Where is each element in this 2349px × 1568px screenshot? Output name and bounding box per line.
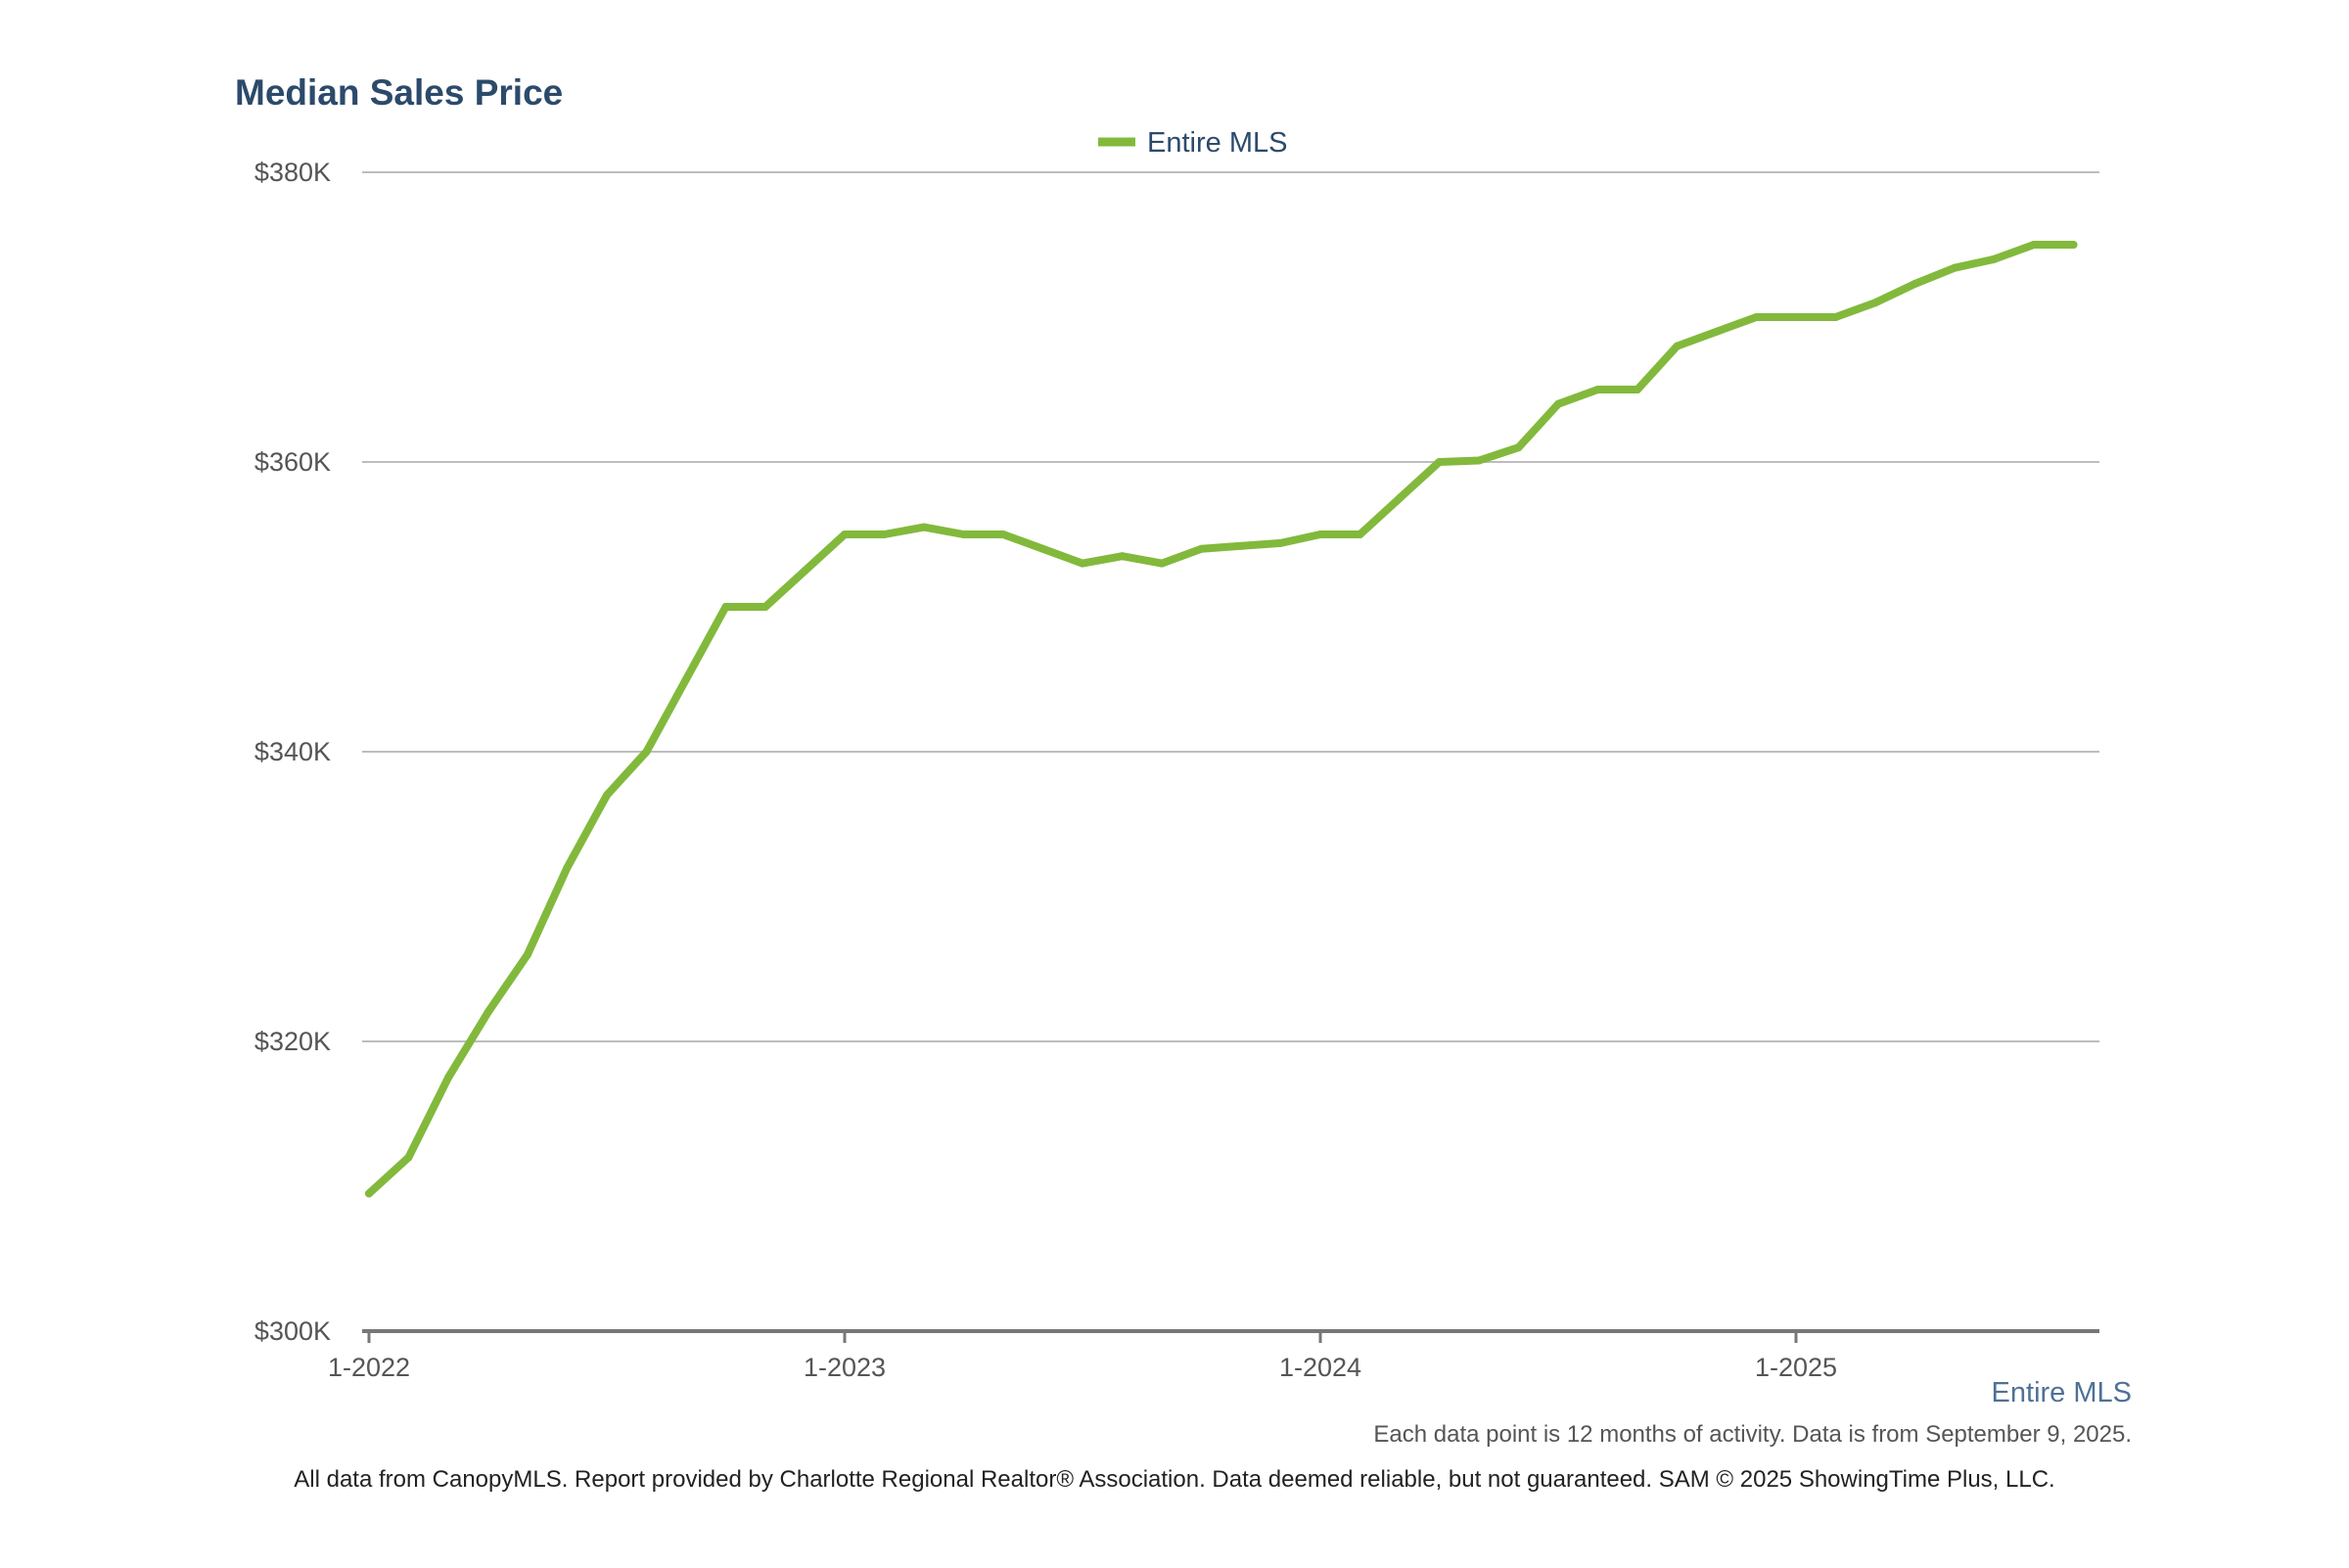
data-point: [1038, 544, 1047, 553]
data-point: [1514, 443, 1523, 452]
data-point: [2069, 241, 2078, 249]
data-point: [1396, 494, 1404, 502]
footer-note: Each data point is 12 months of activity…: [1373, 1421, 2132, 1448]
data-point: [1951, 263, 1958, 272]
x-tick-label: 1-2022: [328, 1353, 410, 1382]
data-point: [1079, 559, 1086, 568]
data-point: [1118, 552, 1127, 561]
footer-series-name: Entire MLS: [1991, 1377, 2132, 1408]
data-point: [959, 530, 968, 538]
data-point: [1990, 254, 1999, 263]
data-point: [1158, 559, 1166, 568]
data-point: [603, 791, 611, 800]
data-point: [404, 1153, 413, 1162]
y-tick-label: $360K: [254, 447, 331, 477]
data-point: [880, 530, 889, 538]
data-point: [999, 530, 1007, 538]
data-point: [365, 1189, 373, 1198]
data-point: [682, 675, 690, 683]
data-point: [444, 1074, 452, 1082]
data-point: [1713, 327, 1721, 336]
data-point: [801, 567, 809, 575]
data-point: [1792, 313, 1800, 321]
data-point: [721, 603, 730, 611]
data-point: [1871, 299, 1879, 307]
data-point: [841, 530, 849, 538]
data-point: [1752, 313, 1761, 321]
data-point: [1316, 530, 1324, 538]
x-tick-label: 1-2023: [804, 1353, 886, 1382]
x-tick-label: 1-2025: [1755, 1353, 1837, 1382]
y-tick-label: $300K: [254, 1316, 331, 1346]
data-point: [1911, 279, 1919, 288]
data-point: [642, 748, 651, 756]
chart-title: Median Sales Price: [235, 72, 564, 113]
data-point: [1276, 538, 1285, 547]
data-point: [1554, 399, 1562, 408]
legend-label: Entire MLS: [1147, 127, 1287, 159]
y-tick-label: $320K: [254, 1027, 331, 1056]
data-point: [484, 1008, 492, 1017]
data-point: [1197, 544, 1206, 553]
data-point: [2030, 241, 2038, 249]
data-point: [1475, 456, 1483, 465]
data-point: [563, 863, 572, 872]
series-line: [365, 241, 2078, 1198]
data-point: [524, 950, 531, 959]
y-tick-label: $340K: [254, 737, 331, 766]
data-point: [1673, 342, 1681, 350]
data-point: [1831, 313, 1840, 321]
data-point: [1634, 386, 1641, 393]
y-tick-label: $380K: [254, 158, 331, 187]
data-point: [761, 603, 769, 611]
data-point: [1237, 541, 1245, 550]
footer-credit: All data from CanopyMLS. Report provided…: [294, 1466, 2055, 1493]
x-tick-label: 1-2024: [1279, 1353, 1361, 1382]
data-point: [1356, 530, 1364, 538]
data-point: [1435, 458, 1444, 466]
data-point: [1593, 386, 1602, 393]
data-point: [920, 523, 928, 531]
